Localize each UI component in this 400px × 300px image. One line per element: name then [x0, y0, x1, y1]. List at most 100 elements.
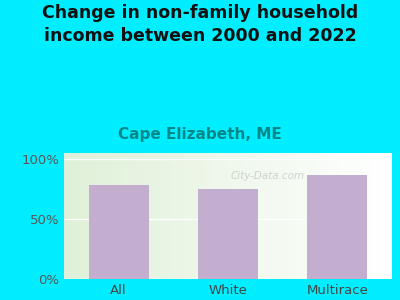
- Bar: [369, 153, 372, 279]
- Bar: [123, 153, 126, 279]
- Bar: [333, 153, 336, 279]
- Bar: [258, 153, 261, 279]
- Bar: [179, 153, 182, 279]
- Bar: [349, 153, 353, 279]
- Bar: [294, 153, 297, 279]
- Bar: [326, 153, 330, 279]
- Bar: [218, 153, 222, 279]
- Bar: [87, 153, 90, 279]
- Bar: [336, 153, 340, 279]
- Bar: [189, 153, 192, 279]
- Bar: [192, 153, 195, 279]
- Bar: [140, 153, 143, 279]
- Bar: [198, 153, 202, 279]
- Bar: [166, 153, 169, 279]
- Bar: [244, 153, 248, 279]
- Bar: [313, 153, 316, 279]
- Bar: [307, 153, 310, 279]
- Bar: [116, 153, 120, 279]
- Bar: [310, 153, 313, 279]
- Bar: [133, 153, 136, 279]
- Bar: [143, 153, 146, 279]
- Bar: [107, 153, 110, 279]
- Bar: [172, 153, 176, 279]
- Bar: [362, 153, 366, 279]
- Bar: [376, 153, 379, 279]
- Bar: [110, 153, 113, 279]
- Bar: [84, 153, 87, 279]
- Bar: [100, 153, 103, 279]
- Bar: [212, 153, 215, 279]
- Bar: [159, 153, 162, 279]
- Bar: [156, 153, 159, 279]
- Bar: [80, 153, 84, 279]
- Bar: [70, 153, 74, 279]
- Bar: [74, 153, 77, 279]
- Bar: [340, 153, 343, 279]
- Bar: [316, 153, 320, 279]
- Bar: [372, 153, 376, 279]
- Bar: [330, 153, 333, 279]
- Bar: [126, 153, 130, 279]
- Bar: [274, 153, 277, 279]
- Bar: [130, 153, 133, 279]
- Text: Change in non-family household
income between 2000 and 2022: Change in non-family household income be…: [42, 4, 358, 45]
- Bar: [208, 153, 212, 279]
- Bar: [267, 153, 271, 279]
- Bar: [94, 153, 97, 279]
- Bar: [64, 153, 67, 279]
- Bar: [77, 153, 80, 279]
- Bar: [176, 153, 179, 279]
- Bar: [323, 153, 326, 279]
- Bar: [222, 153, 225, 279]
- Bar: [254, 153, 258, 279]
- Text: City-Data.com: City-Data.com: [230, 171, 304, 181]
- Bar: [346, 153, 349, 279]
- Bar: [248, 153, 251, 279]
- Bar: [146, 153, 149, 279]
- Bar: [195, 153, 198, 279]
- Bar: [284, 153, 287, 279]
- Bar: [162, 153, 166, 279]
- Bar: [241, 153, 244, 279]
- Bar: [307, 175, 368, 279]
- Bar: [304, 153, 307, 279]
- Bar: [359, 153, 362, 279]
- Bar: [215, 153, 218, 279]
- Bar: [67, 153, 70, 279]
- Bar: [300, 153, 304, 279]
- Bar: [290, 153, 294, 279]
- Bar: [379, 153, 382, 279]
- Bar: [343, 153, 346, 279]
- Bar: [231, 153, 234, 279]
- Bar: [103, 153, 107, 279]
- Bar: [185, 153, 189, 279]
- Bar: [202, 153, 205, 279]
- Bar: [234, 153, 238, 279]
- Bar: [386, 153, 389, 279]
- Bar: [152, 153, 156, 279]
- Bar: [320, 153, 323, 279]
- Bar: [353, 153, 356, 279]
- Bar: [366, 153, 369, 279]
- Bar: [271, 153, 274, 279]
- Bar: [264, 153, 267, 279]
- Bar: [389, 153, 392, 279]
- Bar: [228, 153, 231, 279]
- Bar: [182, 153, 185, 279]
- Bar: [251, 153, 254, 279]
- Bar: [97, 153, 100, 279]
- Bar: [297, 153, 300, 279]
- Bar: [205, 153, 208, 279]
- Bar: [113, 153, 116, 279]
- Bar: [225, 153, 228, 279]
- Bar: [382, 153, 386, 279]
- Bar: [356, 153, 359, 279]
- Bar: [90, 153, 94, 279]
- Bar: [89, 185, 149, 279]
- Bar: [120, 153, 123, 279]
- Bar: [238, 153, 241, 279]
- Bar: [169, 153, 172, 279]
- Bar: [261, 153, 264, 279]
- Bar: [136, 153, 140, 279]
